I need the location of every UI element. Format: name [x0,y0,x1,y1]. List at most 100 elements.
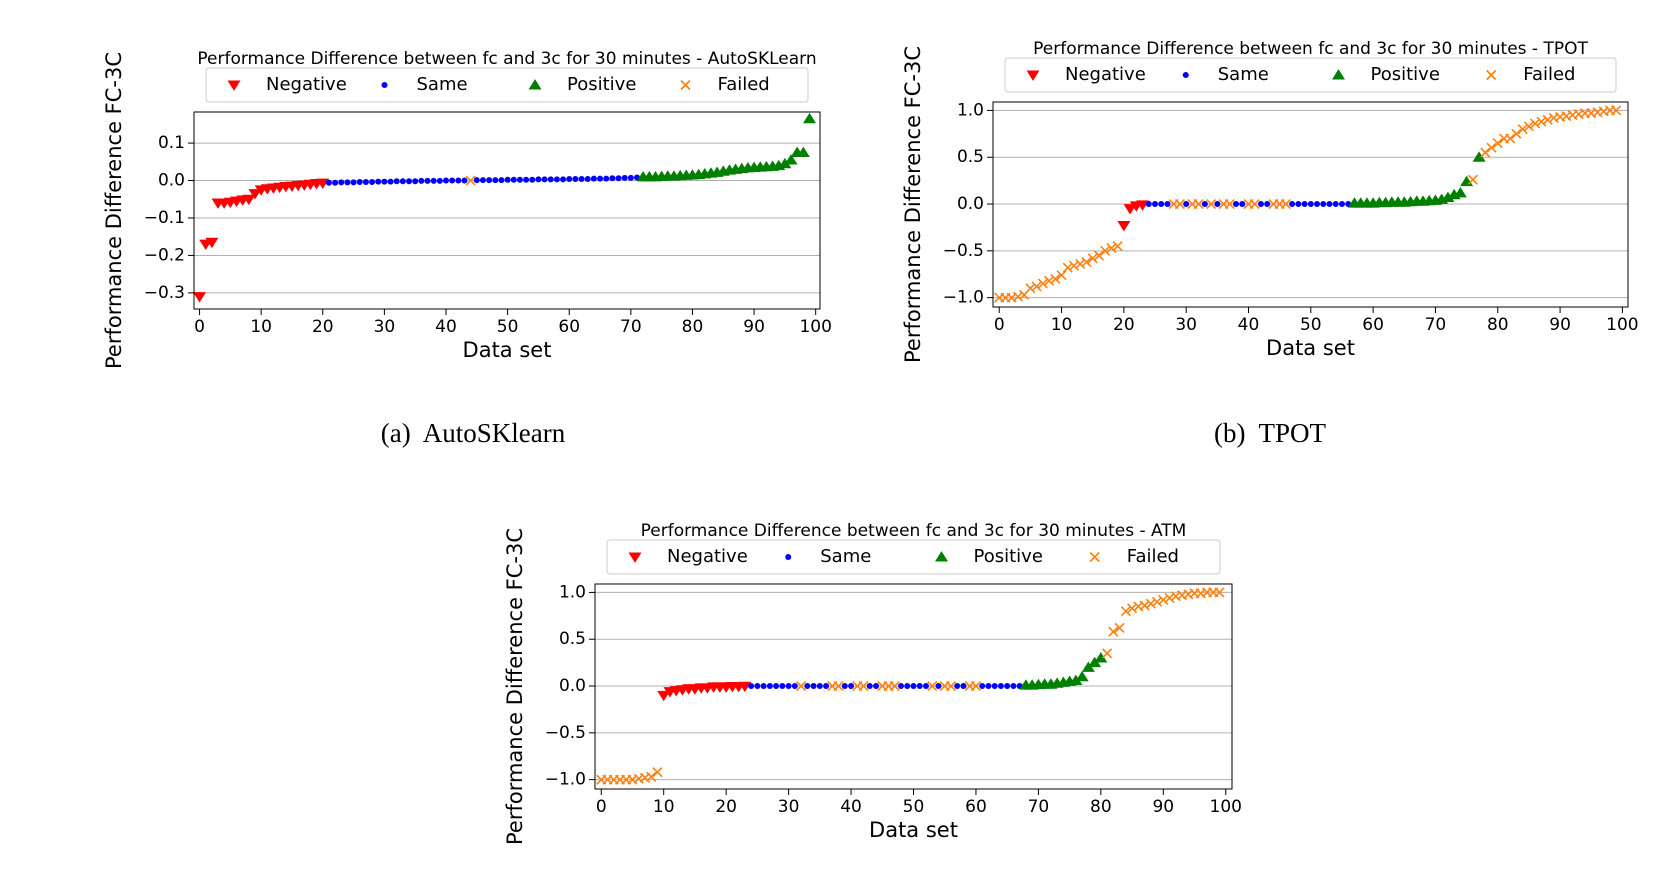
point [646,771,657,782]
point [796,680,807,692]
point [785,683,792,690]
point [858,680,869,692]
legend-marker [1089,551,1100,563]
x-tick-label: 90 [743,317,765,337]
point [350,179,357,186]
point [399,178,406,185]
point [889,680,900,692]
point [1127,603,1138,614]
x-tick-label: 0 [194,317,205,337]
chart-title: Performance Difference between fc and 3c… [641,521,1187,541]
point [553,176,560,183]
legend-label: Failed [1127,546,1179,567]
x-axis-label: Data set [869,818,958,842]
point [1517,124,1528,135]
point [784,154,798,165]
point [486,177,493,184]
x-tick-label: 100 [1210,797,1242,817]
point [1536,116,1547,127]
point [1158,594,1169,605]
point [523,176,530,183]
point [1201,201,1208,208]
x-tick-label: 0 [994,315,1005,335]
legend-marker [381,82,388,88]
point [922,683,929,690]
point [430,177,437,184]
legend-box [606,539,1221,575]
point [1056,270,1067,281]
point [1257,201,1264,208]
point [1193,198,1204,210]
point [1151,596,1163,607]
point [1044,275,1055,286]
point [1031,281,1042,292]
plot-frame [193,111,821,310]
x-tick-label: 0 [596,797,607,817]
point [748,683,755,690]
point [1505,133,1516,144]
x-tick-label: 40 [435,317,457,337]
y-axis-label: Performance Difference FC-3C [102,52,126,369]
x-tick-label: 10 [1051,315,1073,335]
point [1075,258,1086,270]
y-tick-label: 1.0 [957,100,984,120]
x-tick-label: 20 [1113,315,1135,335]
legend-marker [680,79,691,91]
y-tick-label: −0.5 [545,723,586,743]
point [927,680,938,692]
point [1012,291,1023,302]
point [979,683,986,690]
point [465,175,476,186]
point [1062,262,1073,273]
point [332,179,339,186]
point [1100,245,1111,256]
point [1164,592,1175,604]
point [803,112,817,124]
point [590,175,597,182]
point [848,683,855,690]
y-tick-label: −1.0 [943,288,984,308]
point [248,189,262,200]
point [1081,257,1092,268]
point [504,176,511,183]
x-tick-label: 90 [1549,315,1571,335]
plot-frame [594,583,1233,790]
x-tick-label: 20 [312,317,334,337]
point [205,237,219,249]
point [406,178,413,185]
point [1117,221,1131,232]
point [833,680,844,692]
point [1295,201,1302,208]
legend-marker [528,79,542,90]
x-tick-label: 80 [1090,797,1112,817]
legend-label: Positive [1371,64,1440,85]
point [997,683,1004,690]
x-tick-label: 80 [682,317,704,337]
point [1206,198,1217,210]
x-tick-label: 40 [1238,315,1260,335]
point [597,175,604,182]
x-tick-label: 70 [1425,315,1447,335]
point [393,178,400,185]
legend-label: Same [1218,64,1269,85]
point [773,683,780,690]
point [498,177,505,184]
y-tick-label: −0.1 [144,208,185,228]
legend-label: Failed [1523,64,1575,85]
legend-label: Negative [1065,64,1146,85]
x-tick-label: 60 [558,317,580,337]
point [657,690,671,702]
point [1120,606,1131,617]
legend-label: Failed [718,74,770,95]
point [1338,201,1345,208]
point [362,179,369,186]
point [449,177,456,184]
point [1326,201,1333,208]
point [954,683,961,690]
point [1264,201,1271,208]
point [381,178,388,185]
point [1314,201,1321,208]
x-tick-label: 10 [653,797,675,817]
point [1511,128,1522,139]
point [242,194,256,206]
